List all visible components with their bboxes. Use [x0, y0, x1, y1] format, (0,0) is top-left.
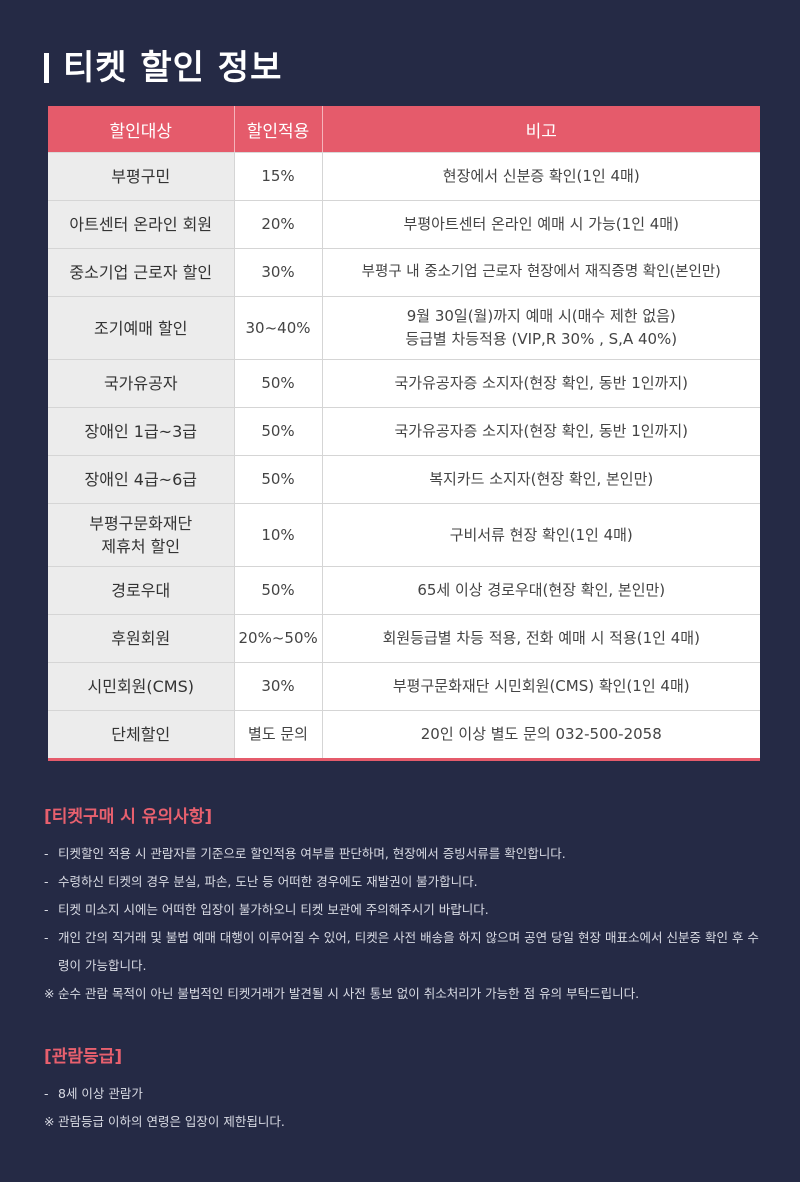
- target-line: 제휴처 할인: [101, 537, 181, 556]
- note-cell: 부평구문화재단 시민회원(CMS) 확인(1인 4매): [322, 662, 760, 711]
- target-cell: 시민회원(CMS): [48, 662, 235, 711]
- page-title-text: 티켓 할인 정보: [63, 48, 283, 88]
- rate-cell: 30~40%: [234, 296, 323, 360]
- reference-mark: ※: [44, 1114, 55, 1129]
- target-cell: 조기예매 할인: [48, 296, 235, 360]
- table-row: 중소기업 근로자 할인 30% 부평구 내 중소기업 근로자 현장에서 재직증명…: [48, 248, 760, 297]
- rating-list: -8세 이상 관람가 ※ 관람등급 이하의 연령은 입장이 제한됩니다.: [44, 1080, 764, 1136]
- table-row: 조기예매 할인 30~40% 9월 30일(월)까지 예매 시(매수 제한 없음…: [48, 296, 760, 360]
- list-item: ※ 순수 관람 목적이 아닌 불법적인 티켓거래가 발견될 시 사전 통보 없이 …: [44, 980, 764, 1008]
- target-cell: 단체할인: [48, 710, 235, 761]
- target-cell: 후원회원: [48, 614, 235, 663]
- table-row: 시민회원(CMS) 30% 부평구문화재단 시민회원(CMS) 확인(1인 4매…: [48, 662, 760, 711]
- list-item: - 수령하신 티켓의 경우 분실, 파손, 도난 등 어떠한 경우에도 재발권이 …: [44, 868, 764, 896]
- table-row: 장애인 4급~6급 50% 복지카드 소지자(현장 확인, 본인만): [48, 455, 760, 504]
- table-row: 부평구민 15% 현장에서 신분증 확인(1인 4매): [48, 152, 760, 201]
- list-item: - 개인 간의 직거래 및 불법 예매 대행이 이루어질 수 있어, 티켓은 사전…: [44, 924, 764, 980]
- list-item: ※ 관람등급 이하의 연령은 입장이 제한됩니다.: [44, 1108, 764, 1136]
- note-cell: 회원등급별 차등 적용, 전화 예매 시 적용(1인 4매): [322, 614, 760, 663]
- rate-cell: 50%: [234, 407, 323, 456]
- rate-cell: 별도 문의: [234, 710, 323, 761]
- table-row: 후원회원 20%~50% 회원등급별 차등 적용, 전화 예매 시 적용(1인 …: [48, 614, 760, 663]
- rating-title: [관람등급]: [44, 1047, 123, 1067]
- note-cell: 65세 이상 경로우대(현장 확인, 본인만): [322, 566, 760, 615]
- rate-cell: 20%~50%: [234, 614, 323, 663]
- list-item: - 티켓 미소지 시에는 어떠한 입장이 불가하오니 티켓 보관에 주의해주시기 …: [44, 896, 764, 924]
- table-row: 경로우대 50% 65세 이상 경로우대(현장 확인, 본인만): [48, 566, 760, 615]
- table-row: 단체할인 별도 문의 20인 이상 별도 문의 032-500-2058: [48, 710, 760, 761]
- precautions-section: [티켓구매 시 유의사항] - 티켓할인 적용 시 관람자를 기준으로 할인적용 …: [44, 806, 764, 1008]
- bullet-mark: -: [44, 1086, 49, 1101]
- target-cell: 장애인 1급~3급: [48, 407, 235, 456]
- header-target: 할인대상: [48, 106, 235, 153]
- page-title: 티켓 할인 정보: [44, 44, 282, 92]
- discount-table: 할인대상 할인적용 비고 부평구민 15% 현장에서 신분증 확인(1인 4매)…: [48, 106, 760, 761]
- target-cell: 국가유공자: [48, 359, 235, 408]
- note-cell: 9월 30일(월)까지 예매 시(매수 제한 없음) 등급별 차등적용 (VIP…: [322, 296, 760, 360]
- bullet-mark: -: [44, 846, 49, 861]
- target-line: 부평구문화재단: [89, 514, 193, 533]
- bullet-mark: -: [44, 874, 49, 889]
- rate-cell: 10%: [234, 503, 323, 567]
- rate-cell: 30%: [234, 248, 323, 297]
- precautions-list: - 티켓할인 적용 시 관람자를 기준으로 할인적용 여부를 판단하며, 현장에서…: [44, 840, 764, 1008]
- bullet-mark: -: [44, 930, 49, 945]
- target-cell: 아트센터 온라인 회원: [48, 200, 235, 249]
- table-row: 국가유공자 50% 국가유공자증 소지자(현장 확인, 동반 1인까지): [48, 359, 760, 408]
- table-header-row: 할인대상 할인적용 비고: [48, 106, 760, 153]
- rate-cell: 15%: [234, 152, 323, 201]
- note-line: 등급별 차등적용 (VIP,R 30% , S,A 40%): [405, 330, 678, 348]
- note-cell: 국가유공자증 소지자(현장 확인, 동반 1인까지): [322, 359, 760, 408]
- list-item-text: 티켓 미소지 시에는 어떠한 입장이 불가하오니 티켓 보관에 주의해주시기 바…: [58, 902, 489, 917]
- list-item-text: 수령하신 티켓의 경우 분실, 파손, 도난 등 어떠한 경우에도 재발권이 불…: [58, 874, 478, 889]
- list-item: -8세 이상 관람가: [44, 1080, 764, 1108]
- bullet-mark: -: [44, 902, 49, 917]
- list-item-text: 티켓할인 적용 시 관람자를 기준으로 할인적용 여부를 판단하며, 현장에서 …: [58, 846, 566, 861]
- table-row: 아트센터 온라인 회원 20% 부평아트센터 온라인 예매 시 가능(1인 4매…: [48, 200, 760, 249]
- note-line: 9월 30일(월)까지 예매 시(매수 제한 없음): [406, 307, 676, 325]
- header-note: 비고: [322, 106, 760, 153]
- target-cell: 부평구문화재단 제휴처 할인: [48, 503, 235, 567]
- rating-section: [관람등급] -8세 이상 관람가 ※ 관람등급 이하의 연령은 입장이 제한됩니…: [44, 1046, 764, 1136]
- note-cell: 구비서류 현장 확인(1인 4매): [322, 503, 760, 567]
- reference-mark: ※: [44, 986, 55, 1001]
- table-row: 부평구문화재단 제휴처 할인 10% 구비서류 현장 확인(1인 4매): [48, 503, 760, 567]
- rate-cell: 50%: [234, 455, 323, 504]
- list-item-text: 관람등급 이하의 연령은 입장이 제한됩니다.: [58, 1114, 285, 1129]
- note-cell: 부평구 내 중소기업 근로자 현장에서 재직증명 확인(본인만): [322, 248, 760, 297]
- rate-cell: 20%: [234, 200, 323, 249]
- note-cell: 현장에서 신분증 확인(1인 4매): [322, 152, 760, 201]
- target-cell: 중소기업 근로자 할인: [48, 248, 235, 297]
- rate-cell: 30%: [234, 662, 323, 711]
- list-item: - 티켓할인 적용 시 관람자를 기준으로 할인적용 여부를 판단하며, 현장에서…: [44, 840, 764, 868]
- target-cell: 경로우대: [48, 566, 235, 615]
- note-cell: 국가유공자증 소지자(현장 확인, 동반 1인까지): [322, 407, 760, 456]
- note-cell: 부평아트센터 온라인 예매 시 가능(1인 4매): [322, 200, 760, 249]
- target-cell: 장애인 4급~6급: [48, 455, 235, 504]
- rate-cell: 50%: [234, 359, 323, 408]
- note-cell: 20인 이상 별도 문의 032-500-2058: [322, 710, 760, 761]
- list-item-text: 8세 이상 관람가: [58, 1086, 143, 1101]
- target-cell: 부평구민: [48, 152, 235, 201]
- list-item-text: 순수 관람 목적이 아닌 불법적인 티켓거래가 발견될 시 사전 통보 없이 취…: [58, 986, 640, 1001]
- precautions-title: [티켓구매 시 유의사항]: [44, 807, 213, 827]
- table-row: 장애인 1급~3급 50% 국가유공자증 소지자(현장 확인, 동반 1인까지): [48, 407, 760, 456]
- list-item-text: 개인 간의 직거래 및 불법 예매 대행이 이루어질 수 있어, 티켓은 사전 …: [58, 930, 759, 973]
- header-rate: 할인적용: [234, 106, 323, 153]
- note-cell: 복지카드 소지자(현장 확인, 본인만): [322, 455, 760, 504]
- rate-cell: 50%: [234, 566, 323, 615]
- title-bar-decoration: [44, 53, 49, 83]
